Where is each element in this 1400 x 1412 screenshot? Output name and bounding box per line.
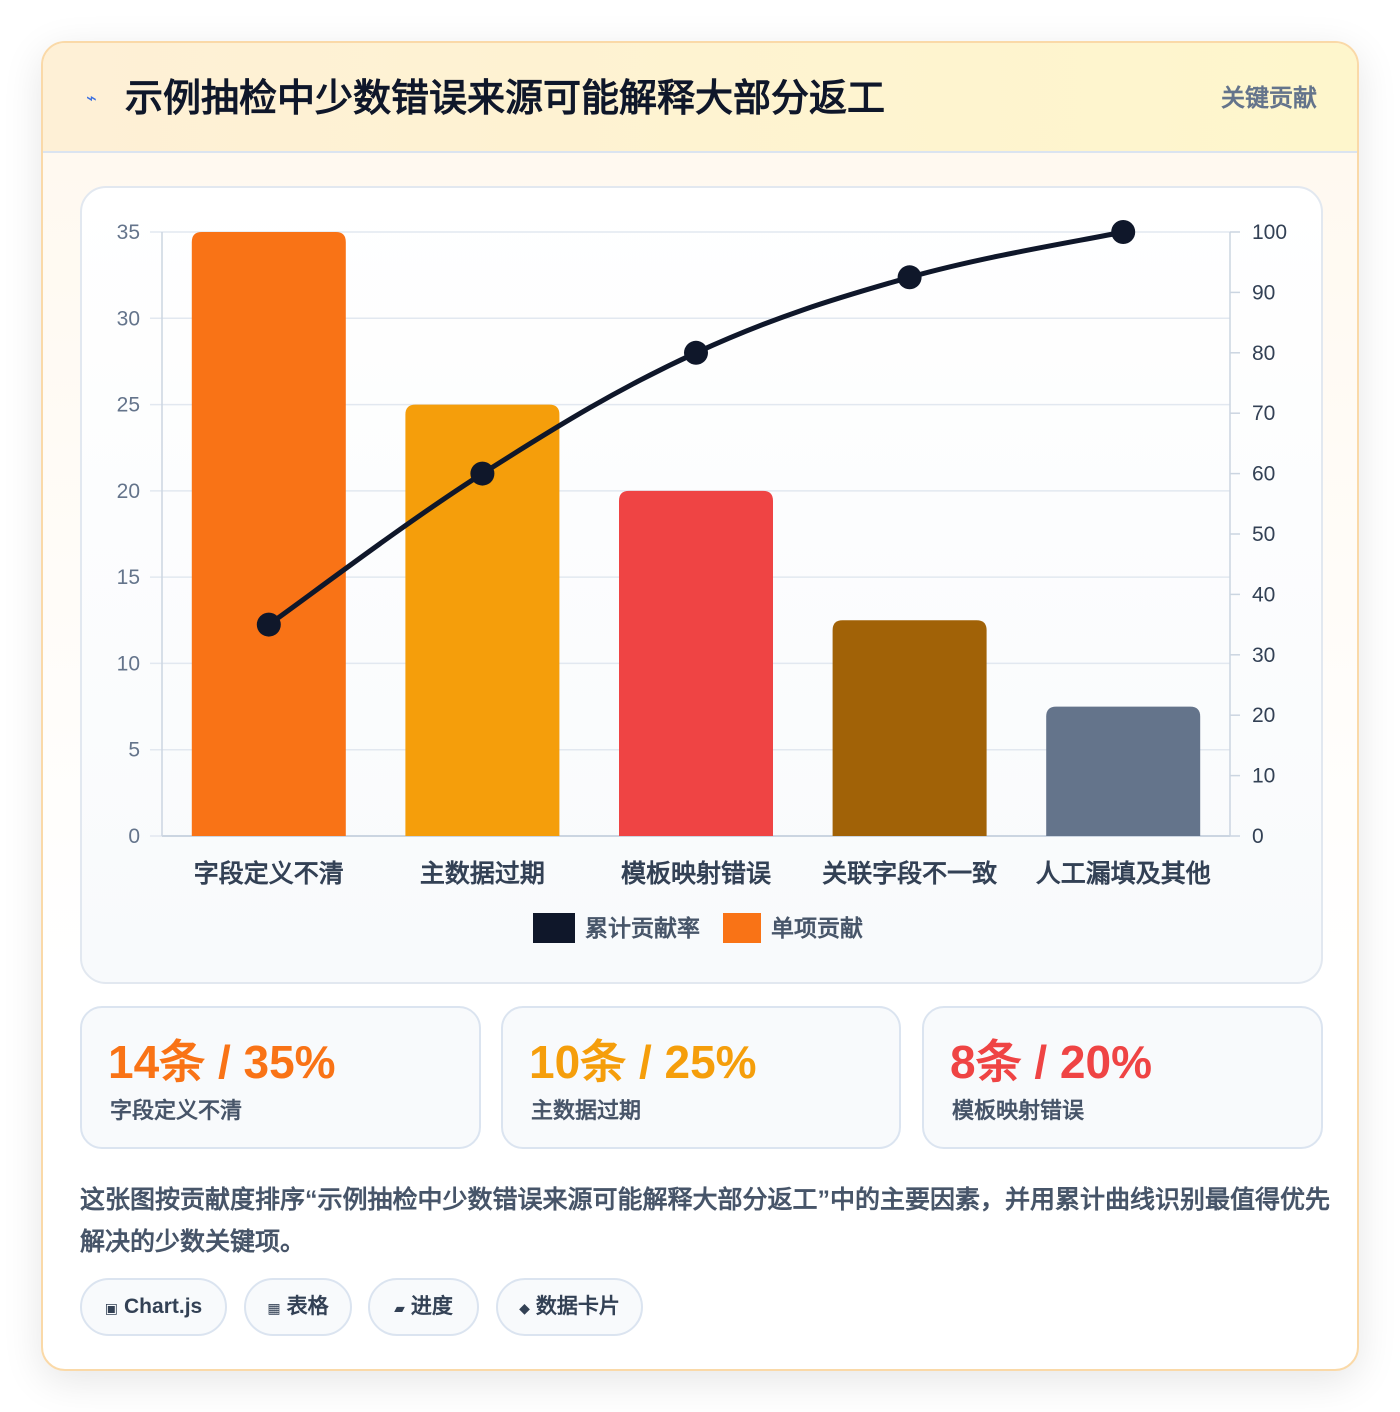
card-header: ⌁ 示例抽检中少数错误来源可能解释大部分返工 关键贡献 bbox=[43, 43, 1357, 153]
bar bbox=[405, 404, 560, 836]
bar bbox=[832, 620, 987, 836]
y-left-tick-label: 30 bbox=[117, 307, 140, 330]
cumulative-point bbox=[897, 265, 922, 290]
tag-progress[interactable]: ▰ 进度 bbox=[368, 1278, 479, 1336]
stat-cards: 14条 / 35% 字段定义不清 10条 / 25% 主数据过期 8条 / 20… bbox=[80, 1006, 1323, 1149]
tag-label: 数据卡片 bbox=[535, 1295, 620, 1318]
tag-label: Chart.js bbox=[124, 1295, 203, 1318]
tag-table[interactable]: ▦ 表格 bbox=[244, 1278, 352, 1336]
y-right-tick-label: 40 bbox=[1252, 583, 1275, 606]
y-left-tick-label: 15 bbox=[117, 566, 140, 589]
stat-card-master-data: 10条 / 25% 主数据过期 bbox=[501, 1006, 901, 1149]
bar bbox=[619, 490, 773, 836]
tag-label: 进度 bbox=[410, 1295, 453, 1318]
table-icon: ▦ bbox=[267, 1300, 281, 1316]
y-right-tick-label: 70 bbox=[1252, 402, 1275, 425]
tag-data-card[interactable]: ◆ 数据卡片 bbox=[496, 1278, 643, 1336]
tag-label: 表格 bbox=[286, 1295, 329, 1318]
stat-value: 8条 / 20% bbox=[950, 1036, 1152, 1088]
y-right-tick-label: 80 bbox=[1252, 342, 1275, 365]
y-left-tick-label: 5 bbox=[128, 739, 140, 762]
x-tick-label: 关联字段不一致 bbox=[822, 859, 998, 888]
chart-panel: 0 5 10 15 20 25 30 35 0 10 20 30 40 50 60 70 80 90 100 字段定义… bbox=[80, 186, 1323, 984]
y-left-tick-label: 20 bbox=[117, 480, 140, 503]
x-tick-label: 模板映射错误 bbox=[621, 859, 772, 888]
stat-card-template-mapping: 8条 / 20% 模板映射错误 bbox=[922, 1006, 1323, 1149]
bar bbox=[1046, 706, 1201, 836]
stat-card-field-definition: 14条 / 35% 字段定义不清 bbox=[80, 1006, 481, 1149]
y-right-tick-label: 50 bbox=[1252, 523, 1275, 546]
chart-description: 这张图按贡献度排序“示例抽检中少数错误来源可能解释大部分返工”中的主要因素，并用… bbox=[80, 1186, 1331, 1256]
y-right-tick-label: 20 bbox=[1252, 704, 1275, 727]
key-contribution-badge: 关键贡献 bbox=[1221, 85, 1317, 112]
lightning-icon: ⌁ bbox=[86, 88, 97, 108]
y-right-tick-label: 0 bbox=[1252, 825, 1264, 848]
legend-swatch-single bbox=[723, 913, 761, 943]
legend-label-cumulative: 累计贡献率 bbox=[585, 915, 700, 941]
x-tick-label: 人工漏填及其他 bbox=[1036, 859, 1211, 888]
y-right-tick-label: 10 bbox=[1252, 765, 1275, 788]
pareto-card: ⌁ 示例抽检中少数错误来源可能解释大部分返工 关键贡献 0 5 10 15 20 25 30… bbox=[41, 41, 1359, 1371]
stat-label: 模板映射错误 bbox=[952, 1098, 1085, 1123]
stat-value: 14条 / 35% bbox=[108, 1036, 336, 1088]
legend-label-single: 单项贡献 bbox=[771, 915, 863, 941]
y-right-tick-label: 60 bbox=[1252, 463, 1275, 486]
cumulative-point bbox=[684, 340, 708, 365]
y-right-tick-label: 100 bbox=[1252, 221, 1287, 244]
cumulative-point bbox=[470, 461, 495, 486]
cumulative-point bbox=[1111, 220, 1136, 244]
y-left-tick-label: 25 bbox=[117, 394, 140, 417]
pareto-chart: 0 5 10 15 20 25 30 35 0 10 20 30 40 50 60 70 80 90 100 字段定义… bbox=[117, 220, 1287, 943]
stat-label: 字段定义不清 bbox=[110, 1098, 243, 1123]
x-tick-label: 主数据过期 bbox=[420, 860, 545, 888]
diamond-icon: ◆ bbox=[519, 1300, 530, 1316]
y-right-tick-label: 90 bbox=[1252, 281, 1275, 304]
y-left-tick-label: 35 bbox=[117, 221, 140, 244]
x-tick-label: 字段定义不清 bbox=[194, 859, 344, 888]
bar bbox=[191, 232, 346, 836]
tag-chartjs[interactable]: ▣ Chart.js bbox=[80, 1278, 227, 1336]
y-right-tick-label: 30 bbox=[1252, 644, 1275, 667]
y-left-tick-label: 0 bbox=[128, 825, 140, 848]
y-left-tick-label: 10 bbox=[117, 652, 140, 675]
page-title: 示例抽检中少数错误来源可能解释大部分返工 bbox=[125, 78, 886, 120]
cumulative-point bbox=[256, 612, 281, 637]
progress-icon: ▰ bbox=[394, 1300, 405, 1316]
chart-icon: ▣ bbox=[104, 1300, 119, 1316]
legend-swatch-cumulative bbox=[533, 913, 575, 943]
stat-label: 主数据过期 bbox=[531, 1098, 642, 1123]
stat-value: 10条 / 25% bbox=[529, 1036, 757, 1088]
